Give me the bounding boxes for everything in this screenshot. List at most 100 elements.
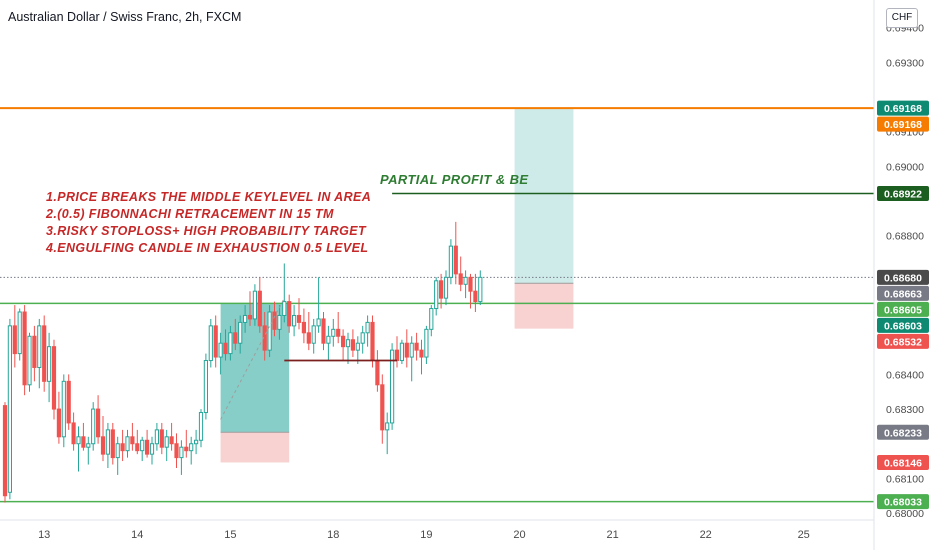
- candle-body[interactable]: [306, 332, 311, 344]
- candle-body[interactable]: [110, 429, 115, 459]
- candle-body[interactable]: [12, 325, 17, 355]
- candle-body[interactable]: [272, 311, 277, 330]
- candle-body[interactable]: [380, 384, 385, 431]
- candle-body[interactable]: [130, 436, 135, 445]
- candle-body[interactable]: [448, 245, 453, 278]
- candle-body[interactable]: [414, 342, 419, 351]
- candle-body[interactable]: [365, 321, 370, 334]
- candle-body[interactable]: [252, 290, 258, 320]
- price-label-badge[interactable]: [877, 494, 929, 510]
- candle-body[interactable]: [394, 349, 400, 362]
- price-label-badge[interactable]: [877, 454, 929, 470]
- candle-body[interactable]: [453, 245, 458, 275]
- candle-body[interactable]: [213, 325, 218, 358]
- candle-body[interactable]: [159, 429, 164, 448]
- candle-body[interactable]: [189, 443, 194, 452]
- candle-body[interactable]: [223, 342, 228, 355]
- candle-body[interactable]: [238, 321, 243, 344]
- candle-body[interactable]: [71, 422, 76, 445]
- candle-body[interactable]: [228, 332, 233, 355]
- candle-body[interactable]: [419, 349, 424, 358]
- candle-body[interactable]: [360, 332, 365, 344]
- candle-body[interactable]: [91, 408, 96, 445]
- candle-body[interactable]: [125, 436, 130, 452]
- price-label-badge[interactable]: [877, 301, 929, 317]
- candle-body[interactable]: [350, 339, 355, 351]
- candle-body[interactable]: [355, 342, 360, 351]
- currency-button[interactable]: CHF: [886, 8, 918, 28]
- candle-body[interactable]: [145, 439, 150, 455]
- candle-body[interactable]: [390, 349, 395, 424]
- candle-body[interactable]: [404, 342, 409, 358]
- candle-body[interactable]: [135, 443, 140, 452]
- candle-body[interactable]: [331, 328, 336, 337]
- price-label-badge[interactable]: [877, 100, 929, 116]
- candle-body[interactable]: [424, 328, 429, 358]
- candle-body[interactable]: [443, 276, 449, 299]
- candle-body[interactable]: [341, 335, 346, 348]
- price-label-badge[interactable]: [877, 116, 929, 132]
- candle-body[interactable]: [345, 339, 351, 348]
- candle-body[interactable]: [194, 439, 199, 445]
- candle-body[interactable]: [42, 325, 47, 382]
- candle-body[interactable]: [247, 314, 253, 320]
- candle-body[interactable]: [47, 346, 52, 382]
- candle-body[interactable]: [164, 436, 169, 448]
- candle-body[interactable]: [56, 408, 61, 438]
- candle-body[interactable]: [336, 328, 341, 337]
- candle-body[interactable]: [169, 436, 174, 445]
- candle-body[interactable]: [311, 325, 316, 344]
- candle-body[interactable]: [51, 346, 57, 410]
- candle-body[interactable]: [140, 439, 145, 452]
- candle-body[interactable]: [439, 280, 444, 299]
- candle-body[interactable]: [66, 380, 71, 424]
- candle-body[interactable]: [473, 290, 478, 303]
- fib-retracement-line[interactable]: [220, 297, 285, 420]
- candle-body[interactable]: [76, 436, 81, 445]
- candle-body[interactable]: [22, 311, 27, 386]
- candle-body[interactable]: [81, 436, 86, 448]
- candle-body[interactable]: [218, 342, 223, 358]
- candle-body[interactable]: [100, 436, 106, 455]
- price-label-badge[interactable]: [877, 424, 929, 440]
- candle-body[interactable]: [301, 321, 306, 334]
- candle-body[interactable]: [179, 446, 184, 459]
- candle-body[interactable]: [115, 443, 120, 459]
- candle-body[interactable]: [267, 311, 272, 351]
- candle-body[interactable]: [203, 360, 209, 414]
- candle-body[interactable]: [326, 335, 331, 344]
- price-label-badge[interactable]: [877, 317, 929, 333]
- candle-body[interactable]: [292, 314, 297, 327]
- candle-body[interactable]: [243, 314, 248, 323]
- candle-body[interactable]: [429, 308, 434, 330]
- price-label-badge[interactable]: [877, 333, 929, 349]
- price-label-badge[interactable]: [877, 285, 929, 301]
- candle-body[interactable]: [321, 318, 326, 344]
- candle-body[interactable]: [458, 273, 463, 285]
- candle-body[interactable]: [2, 405, 8, 497]
- candle-body[interactable]: [184, 446, 189, 452]
- candle-body[interactable]: [409, 342, 414, 358]
- candle-body[interactable]: [208, 325, 213, 362]
- candle-body[interactable]: [120, 443, 125, 452]
- price-label-badge[interactable]: [877, 185, 929, 201]
- candle-body[interactable]: [463, 276, 468, 285]
- candle-body[interactable]: [27, 335, 32, 386]
- candle-body[interactable]: [287, 301, 292, 327]
- candle-body[interactable]: [399, 342, 404, 362]
- candle-body[interactable]: [198, 412, 204, 441]
- candle-body[interactable]: [154, 429, 160, 445]
- candle-body[interactable]: [37, 325, 42, 368]
- candle-body[interactable]: [17, 311, 22, 355]
- candle-body[interactable]: [468, 276, 473, 292]
- candle-body[interactable]: [478, 276, 483, 303]
- candle-body[interactable]: [96, 408, 101, 438]
- candle-body[interactable]: [105, 429, 111, 455]
- candle-body[interactable]: [385, 422, 390, 431]
- candle-body[interactable]: [32, 335, 37, 368]
- candle-body[interactable]: [277, 314, 282, 330]
- candle-body[interactable]: [296, 314, 302, 323]
- candle-body[interactable]: [434, 280, 439, 310]
- candle-body[interactable]: [174, 443, 179, 459]
